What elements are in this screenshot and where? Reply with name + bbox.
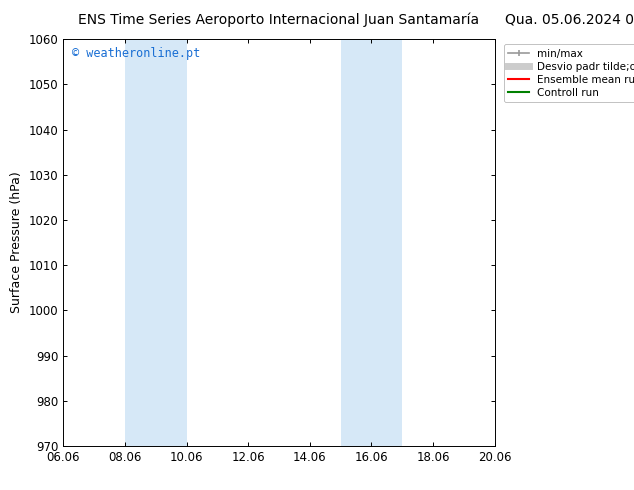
Text: Qua. 05.06.2024 08 UTC: Qua. 05.06.2024 08 UTC xyxy=(505,12,634,26)
Text: ENS Time Series Aeroporto Internacional Juan Santamaría: ENS Time Series Aeroporto Internacional … xyxy=(79,12,479,27)
Legend: min/max, Desvio padr tilde;o, Ensemble mean run, Controll run: min/max, Desvio padr tilde;o, Ensemble m… xyxy=(504,45,634,102)
Bar xyxy=(340,39,402,446)
Text: © weatheronline.pt: © weatheronline.pt xyxy=(72,48,200,60)
Bar xyxy=(125,39,186,446)
Y-axis label: Surface Pressure (hPa): Surface Pressure (hPa) xyxy=(10,172,23,314)
